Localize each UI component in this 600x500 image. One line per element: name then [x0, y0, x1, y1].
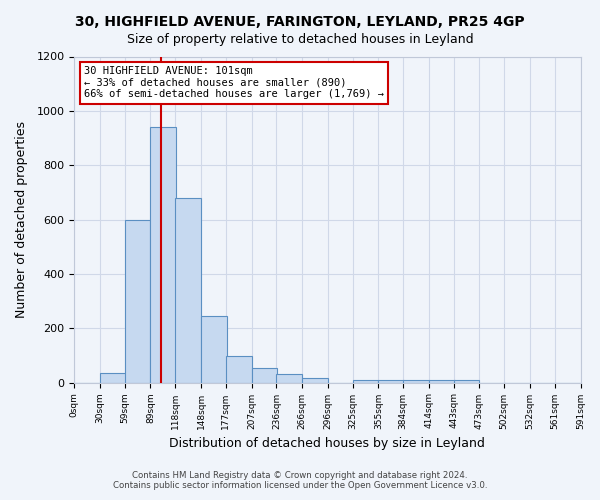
Bar: [429, 380, 455, 382]
Y-axis label: Number of detached properties: Number of detached properties: [15, 121, 28, 318]
Bar: [125, 220, 151, 382]
X-axis label: Distribution of detached houses by size in Leyland: Distribution of detached houses by size …: [169, 437, 485, 450]
Text: 30 HIGHFIELD AVENUE: 101sqm
← 33% of detached houses are smaller (890)
66% of se: 30 HIGHFIELD AVENUE: 101sqm ← 33% of det…: [85, 66, 385, 100]
Text: 30, HIGHFIELD AVENUE, FARINGTON, LEYLAND, PR25 4GP: 30, HIGHFIELD AVENUE, FARINGTON, LEYLAND…: [75, 15, 525, 29]
Bar: [175, 198, 201, 382]
Bar: [201, 316, 227, 382]
Bar: [454, 380, 479, 382]
Bar: [100, 373, 125, 382]
Bar: [403, 380, 429, 382]
Text: Contains HM Land Registry data © Crown copyright and database right 2024.
Contai: Contains HM Land Registry data © Crown c…: [113, 470, 487, 490]
Bar: [226, 356, 251, 382]
Bar: [251, 368, 277, 382]
Text: Size of property relative to detached houses in Leyland: Size of property relative to detached ho…: [127, 32, 473, 46]
Bar: [151, 127, 176, 382]
Bar: [353, 380, 379, 382]
Bar: [379, 380, 404, 382]
Bar: [302, 378, 328, 382]
Bar: [277, 374, 302, 382]
